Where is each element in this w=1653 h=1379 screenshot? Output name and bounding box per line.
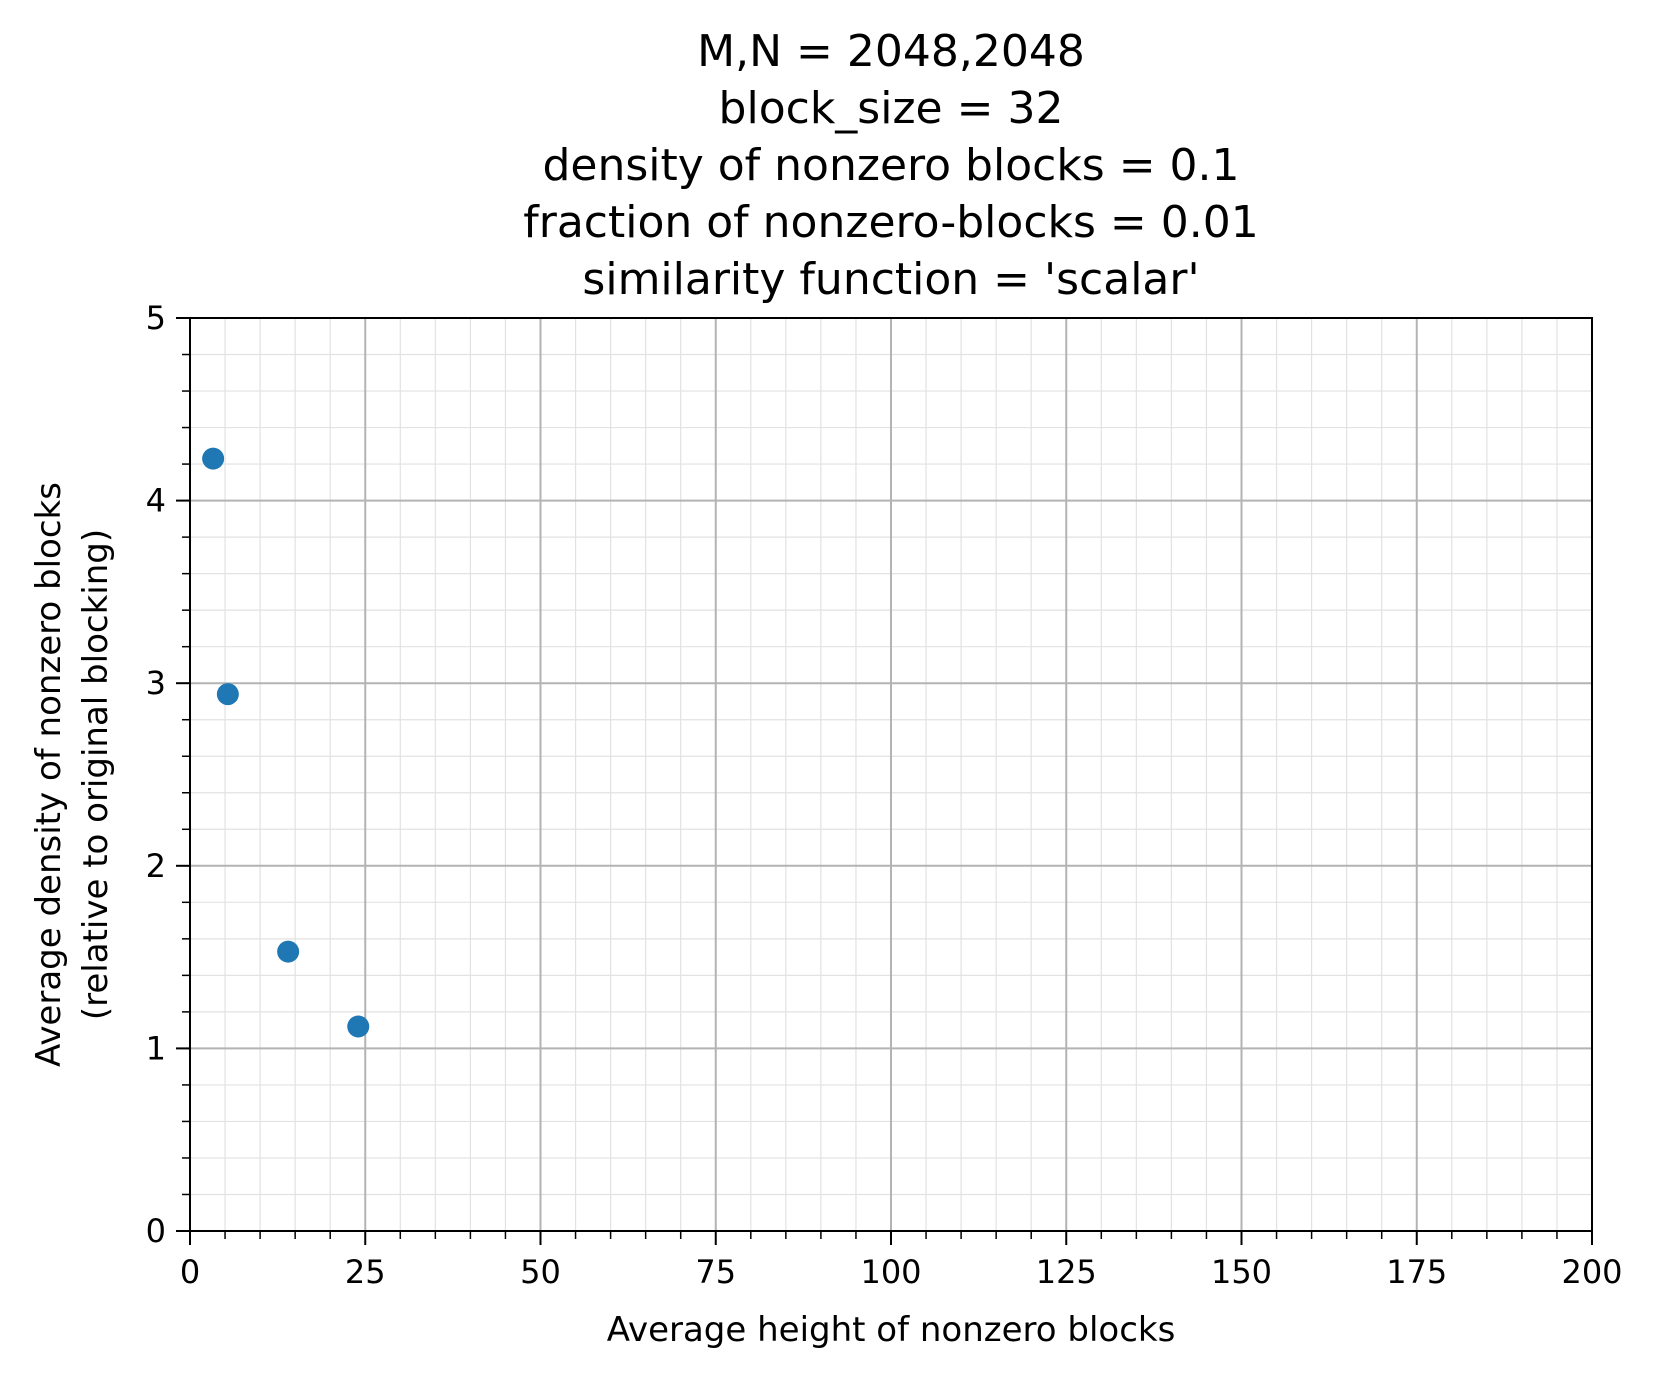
chart-title-line: M,N = 2048,2048 xyxy=(697,26,1085,77)
x-tick-label: 175 xyxy=(1386,1253,1447,1291)
x-tick-label: 200 xyxy=(1561,1253,1622,1291)
y-axis-label-line: (relative to original blocking) xyxy=(76,529,116,1020)
data-point xyxy=(216,683,239,706)
chart-title-line: block_size = 32 xyxy=(719,83,1064,134)
chart-title-line: fraction of nonzero-blocks = 0.01 xyxy=(523,197,1258,248)
y-axis-ticks: 0 1 2 3 4 5 xyxy=(146,299,190,1250)
y-axis-label: Average density of nonzero blocks (relati… xyxy=(29,482,116,1067)
x-tick-label: 25 xyxy=(345,1253,386,1291)
y-tick-label: 5 xyxy=(146,299,166,337)
y-tick-label: 2 xyxy=(146,847,166,885)
data-point xyxy=(347,1015,370,1038)
x-tick-label: 0 xyxy=(180,1253,200,1291)
x-tick-label: 150 xyxy=(1211,1253,1272,1291)
data-points xyxy=(202,447,370,1038)
x-tick-label: 100 xyxy=(860,1253,921,1291)
x-axis-ticks: 0 25 50 75 100 125 150 175 200 xyxy=(180,1231,1623,1291)
data-point xyxy=(202,447,225,470)
x-tick-label: 125 xyxy=(1036,1253,1097,1291)
data-point xyxy=(277,940,300,963)
chart-title-line: similarity function = 'scalar' xyxy=(582,254,1199,305)
chart-title: M,N = 2048,2048 block_size = 32 density of… xyxy=(523,26,1258,305)
chart-title-line: density of nonzero blocks = 0.1 xyxy=(542,140,1239,191)
y-tick-label: 3 xyxy=(146,664,166,702)
y-axis-label-line: Average density of nonzero blocks xyxy=(29,482,69,1067)
minor-grid xyxy=(182,317,1593,1239)
x-axis-label: Average height of nonzero blocks xyxy=(607,1310,1176,1350)
x-tick-label: 75 xyxy=(695,1253,736,1291)
y-tick-label: 4 xyxy=(146,482,166,520)
y-tick-label: 1 xyxy=(146,1029,166,1067)
x-tick-label: 50 xyxy=(520,1253,561,1291)
y-tick-label: 0 xyxy=(146,1212,166,1250)
